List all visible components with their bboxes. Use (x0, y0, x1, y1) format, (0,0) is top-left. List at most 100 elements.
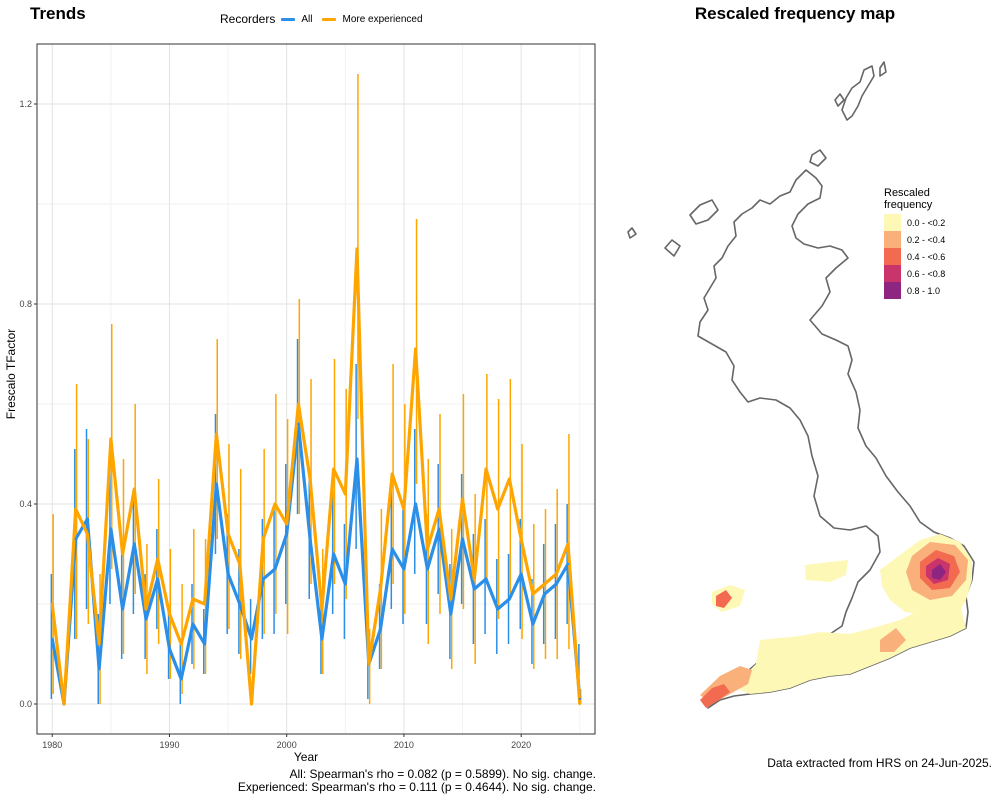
data-point (215, 482, 218, 486)
data-point (226, 532, 230, 536)
freq-bin-1-south (740, 600, 966, 694)
y-axis-label: Frescalo TFactor (4, 329, 18, 419)
data-point (566, 542, 570, 546)
freq-bin-3-west (716, 590, 732, 608)
data-point (168, 647, 171, 651)
map-legend-row: 0.4 - <0.6 (884, 248, 945, 265)
stats-all: All: Spearman's rho = 0.082 (p = 0.5899)… (289, 767, 596, 781)
data-point (238, 562, 242, 566)
data-point (262, 537, 265, 541)
data-point (144, 607, 148, 611)
stats-experienced: Experienced: Spearman's rho = 0.111 (p =… (237, 780, 596, 794)
data-point (191, 597, 195, 601)
map-legend-label: 0.6 - <0.8 (907, 268, 946, 279)
data-point (144, 617, 148, 621)
data-point (320, 637, 324, 641)
data-point (543, 582, 546, 586)
map-legend-row: 0.2 - <0.4 (884, 231, 945, 248)
trends-chart: 0.0 0.4 0.8 1.2 1980 1990 2000 2010 2020 Year Fres… (4, 43, 596, 764)
data-point (426, 567, 429, 571)
data-point (566, 562, 570, 566)
x-tick-label: 2020 (511, 740, 531, 750)
data-point (379, 587, 382, 591)
data-point (437, 527, 441, 531)
data-point (320, 607, 324, 611)
data-point (402, 567, 406, 571)
data-point (203, 602, 206, 606)
map-legend-row: 0.0 - <0.2 (884, 214, 945, 231)
frequency-map (627, 61, 975, 709)
data-point (109, 437, 113, 441)
data-point (531, 592, 535, 596)
data-point (133, 542, 136, 546)
map-legend-swatch (884, 265, 901, 282)
data-point (62, 702, 66, 706)
data-point (273, 567, 277, 571)
stats-block: All: Spearman's rho = 0.082 (p = 0.5899)… (238, 768, 596, 794)
data-point (179, 642, 183, 646)
legend-label-experienced: More experienced (342, 13, 423, 25)
map-legend-title-2: frequency (884, 199, 933, 211)
data-point (285, 532, 288, 536)
data-point (437, 507, 441, 511)
data-point (355, 247, 359, 251)
data-point (543, 592, 546, 596)
data-point (402, 507, 406, 511)
map-legend-row: 0.8 - 1.0 (884, 282, 945, 299)
data-point (121, 552, 124, 556)
data-point (308, 477, 312, 481)
data-point (74, 507, 77, 511)
data-point (203, 642, 206, 646)
data-point (344, 492, 347, 496)
data-point (308, 537, 312, 541)
frequency-layer (700, 534, 972, 708)
data-point (332, 552, 335, 556)
data-point (332, 467, 335, 471)
map-legend-label: 0.2 - <0.4 (907, 234, 946, 245)
map-legend-swatch (884, 231, 901, 248)
data-point (250, 637, 253, 641)
y-tick-label: 0.0 (19, 699, 32, 709)
x-tick-label: 1980 (42, 740, 62, 750)
data-point (51, 637, 54, 641)
chart-legend: Recorders All More experienced (220, 12, 423, 26)
data-point (51, 602, 54, 606)
data-point (97, 667, 101, 671)
data-point (156, 577, 159, 581)
data-point (179, 677, 183, 681)
data-point (484, 577, 488, 581)
data-point (578, 702, 581, 706)
data-point (109, 527, 113, 531)
legend-label-all: All (301, 13, 313, 25)
data-point (555, 582, 558, 586)
data-point (496, 507, 499, 511)
map-legend-swatch (884, 282, 901, 299)
freq-bin-3-sw (700, 684, 730, 708)
data-point (461, 537, 464, 541)
x-axis-label: Year (294, 750, 318, 764)
y-tick-label: 0.8 (19, 299, 32, 309)
trends-title: Trends (30, 4, 86, 23)
data-point (344, 582, 347, 586)
data-point (508, 477, 511, 481)
map-title: Rescaled frequency map (694, 4, 896, 23)
series-points-all (51, 422, 581, 706)
data-point (297, 402, 300, 406)
data-point (355, 457, 359, 461)
plot-border (36, 43, 596, 735)
x-tick-label: 1990 (159, 740, 179, 750)
data-point (449, 612, 453, 616)
map-legend: Rescaled frequency 0.0 - <0.2 0.2 - <0.4… (884, 187, 945, 299)
data-point (414, 502, 417, 506)
series-points-experienced (51, 247, 581, 706)
data-point (297, 422, 300, 426)
data-point (449, 597, 453, 601)
data-point (484, 467, 488, 471)
map-legend-label: 0.0 - <0.2 (907, 217, 946, 228)
data-point (97, 642, 101, 646)
data-point (86, 517, 89, 521)
series-line-all (50, 422, 582, 706)
data-point (74, 537, 77, 541)
data-point (531, 622, 535, 626)
y-tick-label: 1.2 (19, 99, 32, 109)
